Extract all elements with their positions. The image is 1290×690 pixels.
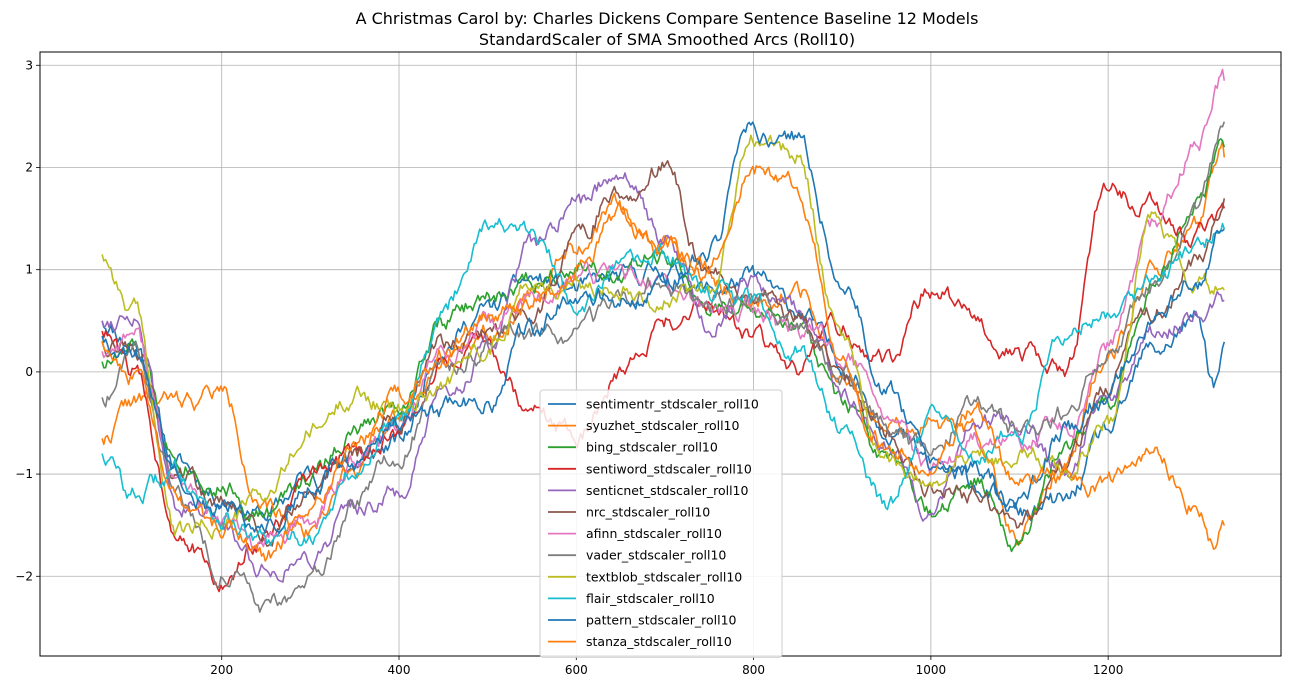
series-line-bing_stdscaler_roll10 [101,138,1226,553]
y-tick-label: 2 [25,160,33,174]
y-tick-label: 0 [25,365,33,379]
series-lines [101,68,1226,613]
x-tick-label: 600 [565,663,588,677]
legend-label: bing_stdscaler_roll10 [586,440,718,455]
series-line-vader_stdscaler_roll10 [101,121,1226,613]
x-tick-label: 800 [742,663,765,677]
y-axis-ticks: −2 −1 0 1 2 3 [15,58,40,583]
x-tick-label: 1200 [1093,663,1124,677]
x-tick-label: 1000 [916,663,947,677]
legend-label: pattern_stdscaler_roll10 [586,613,737,628]
legend-label: vader_stdscaler_roll10 [586,548,726,563]
series-line-flair_stdscaler_roll10 [101,218,1226,547]
series-line-nrc_stdscaler_roll10 [101,160,1226,547]
series-line-stanza_stdscaler_roll10 [101,165,1226,562]
x-axis-ticks: 200 400 600 800 1000 1200 [210,656,1123,677]
series-line-textblob_stdscaler_roll10 [101,134,1225,540]
y-tick-label: 1 [25,263,33,277]
series-line-sentiword_stdscaler_roll10 [101,182,1226,593]
legend-label: senticnet_stdscaler_roll10 [586,483,748,498]
x-tick-label: 200 [210,663,233,677]
chart-title-line1: A Christmas Carol by: Charles Dickens Co… [356,9,979,28]
legend-label: stanza_stdscaler_roll10 [586,634,732,649]
legend-box [539,389,783,658]
legend-label: textblob_stdscaler_roll10 [586,569,742,584]
legend-label: syuzhet_stdscaler_roll10 [586,418,740,433]
legend-label: nrc_stdscaler_roll10 [586,505,710,520]
legend: sentimentr_stdscaler_roll10 syuzhet_stdsc… [539,389,783,658]
legend-label: sentimentr_stdscaler_roll10 [586,397,759,412]
x-tick-label: 400 [388,663,411,677]
legend-label: sentiword_stdscaler_roll10 [586,461,752,476]
legend-label: flair_stdscaler_roll10 [586,591,715,606]
plot-area [101,68,1226,613]
y-tick-label: 3 [25,58,33,72]
y-tick-label: −1 [15,467,33,481]
chart-title-line2: StandardScaler of SMA Smoothed Arcs (Rol… [479,30,855,49]
legend-label: afinn_stdscaler_roll10 [586,526,722,541]
y-tick-label: −2 [15,569,33,583]
